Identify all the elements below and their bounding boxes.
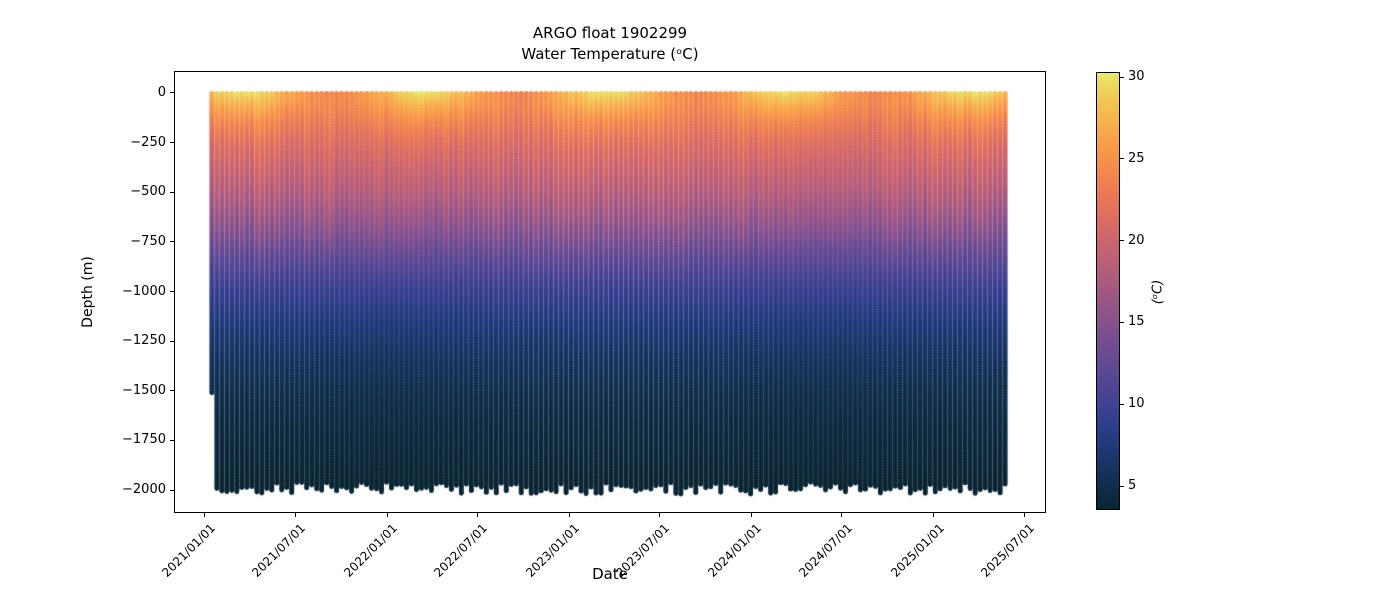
y-tick-label: −1500 (122, 382, 166, 398)
chart-title-line1: ARGO float 1902299 (532, 24, 688, 42)
x-tick-mark (386, 513, 388, 517)
colorbar-tick-label: 20 (1128, 232, 1145, 248)
colorbar-tick-label: 25 (1128, 150, 1145, 166)
colorbar-tick-label: 10 (1128, 396, 1145, 412)
x-tick-mark (568, 513, 570, 517)
y-tick-mark (170, 142, 174, 144)
y-tick-mark (170, 489, 174, 491)
x-axis-label: Date (592, 565, 628, 583)
y-tick-mark (170, 439, 174, 441)
colorbar-tick-label: 30 (1128, 69, 1145, 85)
x-tick-mark (933, 513, 935, 517)
chart-title-line2: Water Temperature (ᵒC) (521, 45, 699, 63)
x-tick-mark (750, 513, 752, 517)
y-tick-mark (170, 291, 174, 292)
colorbar-tick-mark (1120, 158, 1124, 160)
colorbar-tick-mark (1120, 321, 1124, 323)
colorbar (1096, 72, 1120, 510)
y-tick-label: −1750 (122, 432, 166, 448)
y-tick-mark (170, 92, 174, 94)
colorbar-tick-mark (1120, 240, 1124, 242)
x-tick-mark (658, 513, 660, 517)
plot-area[interactable] (174, 71, 1046, 513)
y-tick-label: 0 (157, 84, 166, 100)
y-tick-mark (170, 191, 174, 193)
y-tick-mark (170, 340, 174, 342)
x-tick-mark (204, 513, 206, 517)
y-tick-label: −500 (130, 184, 166, 200)
x-tick-mark (294, 513, 296, 517)
y-tick-label: −750 (130, 233, 166, 249)
y-tick-mark (170, 390, 174, 392)
x-tick-mark (1023, 513, 1025, 517)
y-tick-label: −2000 (122, 482, 166, 498)
colorbar-label: (ᵒC) (1150, 279, 1166, 305)
colorbar-canvas (1097, 73, 1119, 509)
colorbar-tick-mark (1120, 76, 1124, 78)
y-tick-label: −250 (130, 134, 166, 150)
chart-title: ARGO float 1902299 Water Temperature (ᵒC… (174, 23, 1046, 65)
colorbar-tick-label: 15 (1128, 314, 1145, 330)
colorbar-tick-mark (1120, 485, 1124, 487)
heatmap-canvas[interactable] (175, 72, 1044, 512)
x-tick-mark (841, 513, 843, 517)
x-tick-mark (476, 513, 478, 517)
y-axis-label: Depth (m) (80, 256, 96, 328)
y-tick-mark (170, 241, 174, 243)
y-tick-label: −1250 (122, 333, 166, 349)
y-tick-label: −1000 (122, 283, 166, 299)
colorbar-tick-label: 5 (1128, 478, 1137, 494)
colorbar-tick-mark (1120, 403, 1124, 405)
